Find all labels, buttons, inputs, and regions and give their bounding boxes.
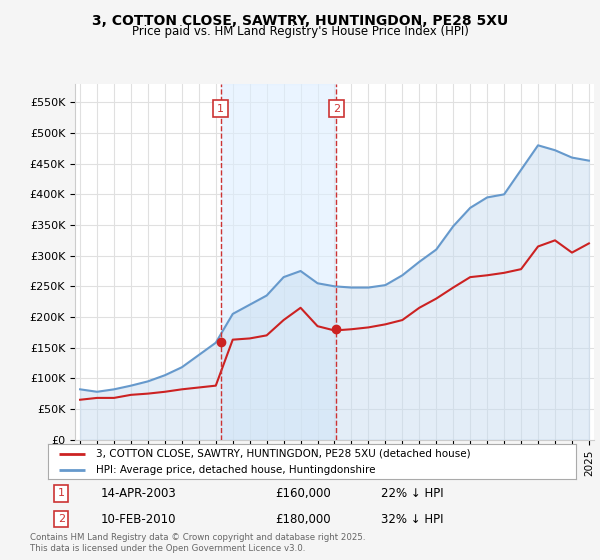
Text: Price paid vs. HM Land Registry's House Price Index (HPI): Price paid vs. HM Land Registry's House … — [131, 25, 469, 38]
Text: 32% ↓ HPI: 32% ↓ HPI — [380, 512, 443, 526]
Text: 2: 2 — [58, 514, 65, 524]
Text: 22% ↓ HPI: 22% ↓ HPI — [380, 487, 443, 500]
Text: 1: 1 — [58, 488, 65, 498]
Text: 3, COTTON CLOSE, SAWTRY, HUNTINGDON, PE28 5XU: 3, COTTON CLOSE, SAWTRY, HUNTINGDON, PE2… — [92, 14, 508, 28]
Text: 10-FEB-2010: 10-FEB-2010 — [101, 512, 176, 526]
Text: HPI: Average price, detached house, Huntingdonshire: HPI: Average price, detached house, Hunt… — [95, 465, 375, 475]
Text: 3, COTTON CLOSE, SAWTRY, HUNTINGDON, PE28 5XU (detached house): 3, COTTON CLOSE, SAWTRY, HUNTINGDON, PE2… — [95, 449, 470, 459]
Text: £160,000: £160,000 — [275, 487, 331, 500]
Bar — [221, 84, 337, 440]
Text: £180,000: £180,000 — [275, 512, 331, 526]
Text: 2: 2 — [333, 104, 340, 114]
Text: 1: 1 — [217, 104, 224, 114]
Text: Contains HM Land Registry data © Crown copyright and database right 2025.
This d: Contains HM Land Registry data © Crown c… — [30, 533, 365, 553]
Text: 14-APR-2003: 14-APR-2003 — [101, 487, 176, 500]
